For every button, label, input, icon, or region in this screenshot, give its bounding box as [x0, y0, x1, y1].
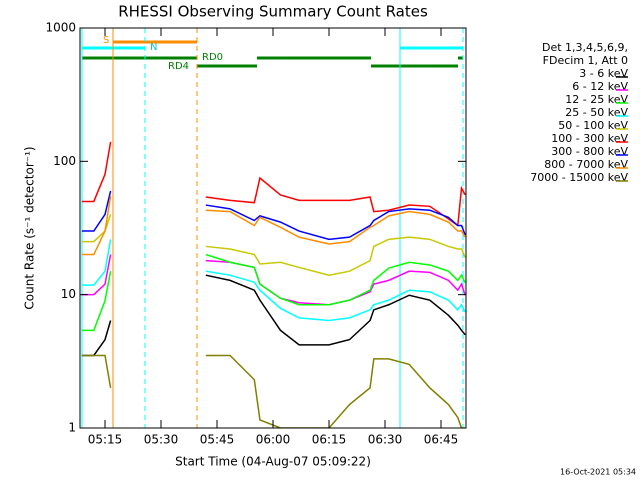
y-axis-label: Count Rate (s⁻¹ detector⁻¹) [23, 146, 37, 309]
x-tick-label: 05:45 [200, 433, 235, 447]
legend-label: 3 - 6 keV [579, 67, 628, 80]
y-tick-label: 1 [68, 421, 76, 435]
x-tick-label: 06:45 [424, 433, 459, 447]
y-tick-label: 10 [61, 287, 76, 301]
legend-label: 25 - 50 keV [565, 106, 628, 119]
x-axis-label: Start Time (04-Aug-07 05:09:22) [175, 455, 371, 469]
state-lines [81, 28, 464, 428]
series-line [81, 190, 466, 241]
series-line [81, 239, 466, 322]
legend-label: 50 - 100 keV [558, 119, 628, 132]
series-layer [81, 141, 466, 428]
state-bars [82, 40, 463, 68]
legend-label: 100 - 300 keV [551, 132, 628, 145]
annotation: RD0 [202, 52, 223, 63]
x-tick-label: 06:30 [368, 433, 403, 447]
x-tick-label: 05:15 [88, 433, 123, 447]
plot-frame [79, 27, 467, 429]
legend-label: 800 - 7000 keV [544, 158, 628, 171]
legend-header: FDecim 1, Att 0 [543, 54, 628, 67]
x-tick-label: 06:00 [256, 433, 291, 447]
series-line [81, 214, 466, 276]
y-tick-label: 1000 [45, 21, 76, 35]
legend-label: 300 - 800 keV [551, 145, 628, 158]
chart-title: RHESSI Observing Summary Count Rates [118, 3, 428, 21]
series-line [81, 195, 466, 256]
footer: 16-Oct-2021 05:34 [560, 468, 636, 477]
annotation: RD4 [168, 61, 189, 72]
legend-label: 7000 - 15000 keV [530, 171, 628, 184]
y-tick-label: 100 [53, 154, 76, 168]
legend-label: 12 - 25 keV [565, 93, 628, 106]
legend-header: Det 1,3,4,5,6,9, [542, 41, 628, 54]
annotation: S [103, 35, 109, 46]
x-tick-label: 06:15 [312, 433, 347, 447]
legend-label: 6 - 12 keV [572, 80, 628, 93]
series-line [81, 354, 466, 428]
annotation: N [150, 42, 157, 53]
series-line [81, 141, 466, 227]
x-tick-label: 05:30 [144, 433, 179, 447]
series-line [81, 274, 466, 357]
series-line [81, 253, 466, 332]
